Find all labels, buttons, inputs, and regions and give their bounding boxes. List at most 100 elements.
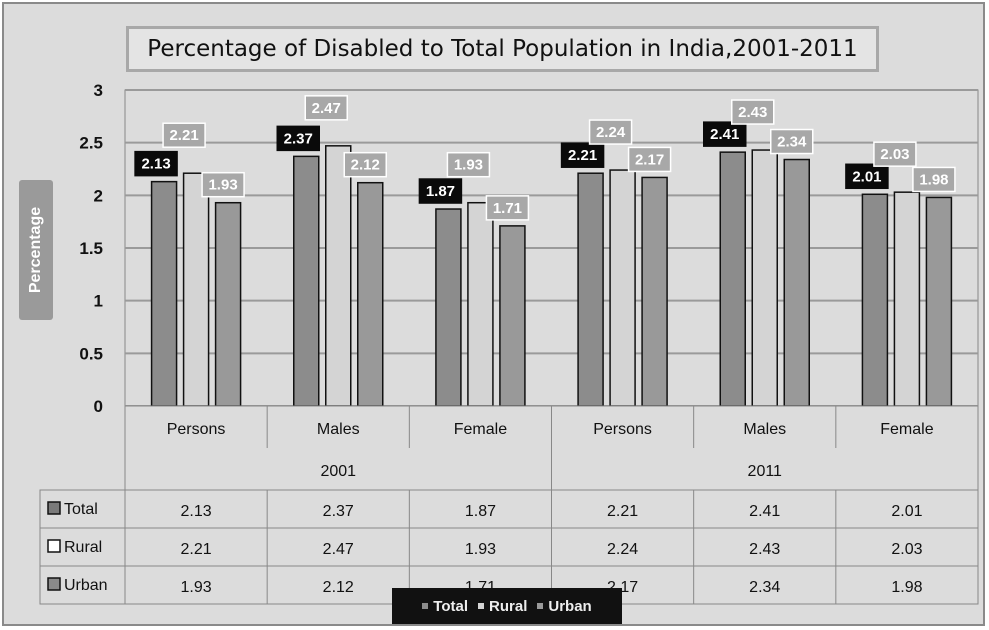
table-cell: 2.37 — [323, 503, 354, 520]
data-label-box — [873, 141, 917, 167]
data-label-box — [770, 128, 814, 155]
table-cell: 2.47 — [323, 541, 354, 558]
data-label-box — [304, 95, 348, 121]
data-label: 2.34 — [777, 134, 807, 151]
data-label-box — [703, 121, 747, 147]
legend-item-urban: Urban — [537, 597, 592, 615]
group-label: 2001 — [320, 463, 356, 480]
data-label: 2.37 — [284, 130, 313, 147]
data-label-box — [912, 166, 956, 193]
table-cell: 2.41 — [749, 503, 780, 520]
bar — [293, 155, 320, 407]
group-label: 2011 — [748, 463, 783, 480]
bar — [783, 158, 810, 407]
table-cell: 1.93 — [465, 541, 496, 558]
table-cell: 2.24 — [607, 541, 638, 558]
row-swatch — [47, 501, 61, 515]
data-label-box — [134, 150, 178, 177]
row-swatch — [47, 577, 61, 591]
data-label-box — [485, 195, 530, 221]
table-cell: 2.34 — [749, 579, 780, 596]
data-label: 2.21 — [169, 127, 198, 144]
x-tick-label: Female — [454, 421, 507, 438]
table-cell: 2.43 — [749, 541, 780, 558]
bar — [609, 169, 636, 407]
legend: Total Rural Urban — [392, 588, 622, 624]
data-label: 2.47 — [312, 100, 341, 117]
y-tick-label: 1 — [94, 292, 103, 311]
row-label: Urban — [64, 577, 108, 594]
data-label: 2.43 — [738, 104, 767, 121]
bar — [467, 201, 494, 407]
chart-title: Percentage of Disabled to Total Populati… — [126, 26, 879, 72]
table-cell: 2.21 — [181, 541, 212, 558]
bar — [925, 196, 953, 407]
row-label: Rural — [64, 539, 102, 556]
bar — [150, 180, 178, 407]
legend-swatch-urban — [537, 603, 544, 609]
bar — [214, 201, 242, 407]
bar — [577, 172, 604, 407]
data-label: 2.41 — [710, 126, 739, 143]
data-label: 2.13 — [141, 156, 170, 173]
y-tick-label: 0.5 — [79, 344, 103, 363]
data-label-box — [560, 142, 605, 168]
legend-label-total: Total — [433, 597, 469, 615]
x-tick-label: Persons — [167, 421, 226, 438]
data-label-box — [418, 178, 463, 204]
table-cell: 2.13 — [181, 503, 212, 520]
data-label: 1.71 — [493, 200, 522, 217]
bar — [751, 149, 778, 407]
bar — [861, 193, 889, 407]
y-tick-label: 0 — [94, 397, 103, 416]
data-label: 2.24 — [596, 124, 626, 141]
x-tick-label: Males — [317, 421, 360, 438]
bar — [435, 208, 462, 407]
data-label-box — [201, 171, 245, 198]
y-tick-label: 3 — [94, 81, 103, 100]
legend-label-rural: Rural — [489, 597, 528, 615]
table-cell: 2.12 — [323, 579, 354, 596]
bar — [641, 176, 668, 407]
data-label-box — [276, 125, 320, 152]
x-tick-label: Males — [743, 421, 786, 438]
legend-swatch-rural — [478, 603, 485, 609]
data-label-box — [588, 119, 633, 145]
table-cell: 1.93 — [181, 579, 212, 596]
table-cell: 2.21 — [607, 503, 638, 520]
data-label-box — [845, 163, 889, 190]
chart-title-text: Percentage of Disabled to Total Populati… — [147, 36, 858, 62]
bar — [325, 145, 352, 407]
x-tick-label: Female — [880, 421, 933, 438]
bar — [182, 172, 210, 407]
data-label: 1.93 — [208, 177, 237, 194]
data-label: 2.12 — [351, 157, 380, 174]
table-body — [39, 489, 979, 605]
y-tick-label: 2.5 — [79, 134, 103, 153]
row-swatch — [47, 539, 61, 553]
data-label-box — [162, 122, 206, 148]
bar — [357, 181, 384, 407]
y-tick-label: 1.5 — [79, 239, 103, 258]
table-cell: 2.01 — [891, 503, 922, 520]
table-cell: 1.98 — [891, 579, 922, 596]
bar — [499, 225, 526, 407]
data-label: 2.01 — [852, 168, 881, 185]
data-label: 1.93 — [454, 157, 483, 174]
data-label: 1.98 — [919, 171, 948, 188]
data-label-box — [627, 146, 672, 173]
data-label: 1.87 — [426, 183, 455, 200]
table-cell: 1.87 — [465, 503, 496, 520]
x-tick-label: Persons — [593, 421, 652, 438]
data-label-box — [446, 151, 491, 178]
data-label-box — [731, 99, 775, 125]
legend-label-urban: Urban — [548, 597, 592, 615]
bar — [719, 151, 746, 407]
data-label: 2.03 — [880, 146, 909, 163]
legend-swatch-total — [422, 603, 429, 609]
y-tick-label: 2 — [94, 186, 103, 205]
y-axis-label: Percentage — [19, 180, 53, 320]
data-label: 2.17 — [635, 151, 664, 168]
table-cell: 2.03 — [891, 541, 922, 558]
